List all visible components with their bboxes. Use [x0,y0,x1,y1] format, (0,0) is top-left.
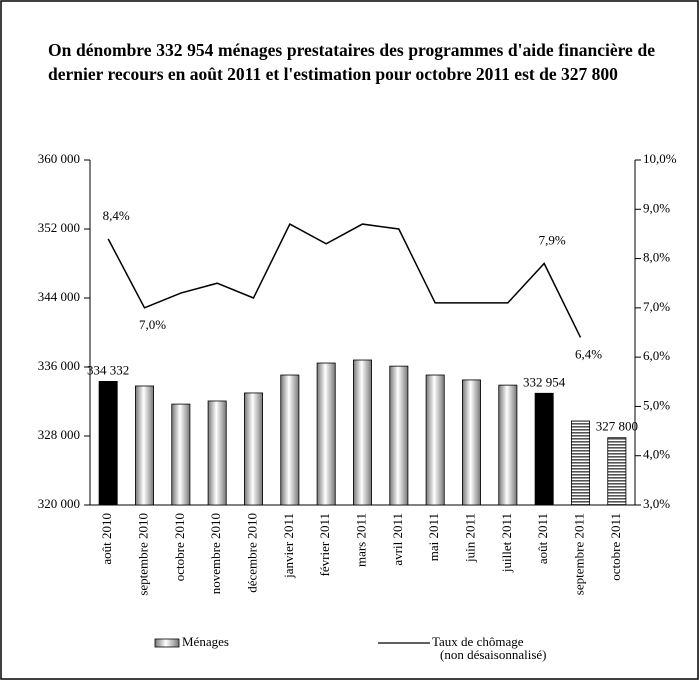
legend-note: (non désaisonnalisé) [440,647,547,662]
bar [425,374,445,506]
line-label: 7,0% [139,317,166,332]
bar [462,379,481,506]
y-tick-label: 328 000 [38,427,80,442]
y-tick-label: 336 000 [38,358,80,373]
x-tick-label: octobre 2010 [172,513,187,581]
legend-swatch [154,638,180,648]
x-tick-label: septembre 2010 [135,513,150,596]
y-tick-label: 360 000 [38,151,80,166]
x-tick-label: mai 2011 [426,513,441,561]
bar [353,359,372,506]
x-tick-label: juin 2011 [462,513,477,563]
y2-tick-label: 10,0% [643,151,677,166]
bar [571,420,590,506]
line-label: 7,9% [539,232,566,247]
y2-tick-label: 7,0% [643,299,670,314]
y2-tick-label: 5,0% [643,397,670,412]
x-tick-label: janvier 2011 [281,513,296,579]
bar-label: 334 332 [87,362,129,377]
y2-tick-label: 8,0% [643,250,670,265]
x-tick-label: octobre 2011 [608,513,623,581]
line-label: 8,4% [103,208,130,223]
legend-label: Taux de chômage [432,634,524,649]
x-tick-label: décembre 2010 [244,513,259,593]
bar [389,365,409,506]
x-tick-label: février 2011 [317,513,332,576]
y2-tick-label: 4,0% [643,447,670,462]
y2-tick-label: 3,0% [643,496,670,511]
x-tick-label: novembre 2010 [208,513,223,594]
bar [316,362,336,506]
bar [244,392,263,506]
x-tick-label: juillet 2011 [499,513,514,573]
bar [607,437,627,506]
y-tick-label: 344 000 [38,289,80,304]
x-tick-label: mars 2011 [353,513,368,567]
bar [98,380,118,506]
bar [498,384,518,506]
bar-label: 332 954 [523,374,566,389]
x-tick-label: août 2010 [99,513,114,565]
bar [135,385,154,506]
x-tick-label: août 2011 [535,513,550,564]
bar [534,392,554,506]
legend-label: Ménages [182,634,229,649]
y2-tick-label: 9,0% [643,200,670,215]
bar [171,403,191,506]
x-tick-label: septembre 2011 [571,513,586,595]
y-tick-label: 352 000 [38,220,80,235]
chart-title: On dénombre 332 954 ménages prestataires… [48,40,655,84]
bar [207,400,227,506]
line [107,223,582,338]
y-tick-label: 320 000 [38,496,80,511]
line-label: 6,4% [575,346,602,361]
bar [280,374,300,506]
y2-tick-label: 6,0% [643,348,670,363]
x-tick-label: avril 2011 [390,513,405,566]
bar-label: 327 800 [596,419,638,434]
